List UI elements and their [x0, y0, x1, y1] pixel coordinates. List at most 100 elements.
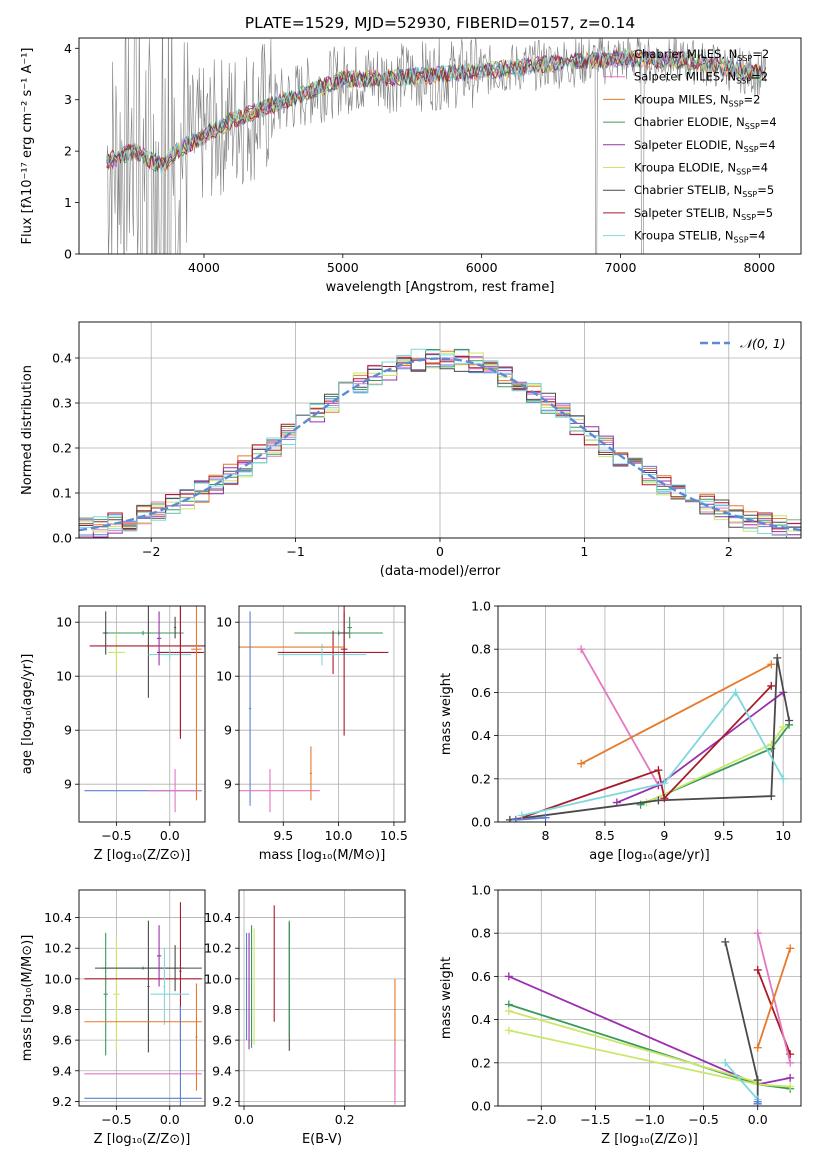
x-tick-label: −0.5: [101, 828, 131, 843]
weight-series-line: [509, 657, 790, 821]
y-tick-label: 0.6: [471, 969, 491, 984]
legend-eq: =4: [759, 138, 776, 152]
chart-residuals: −2 −1 0 1 2 0.0 0.1 0.2 0.3 0.4 (data-model)/error…: [20, 321, 802, 579]
legend-eq: =5: [756, 206, 773, 220]
chart-age_vs_mass: 9.5 10.0 10.5 9 9 10 10 mass [log₁₀(M/M⊙)]: [216, 605, 408, 863]
weight-series-line: [508, 1010, 758, 1084]
plot-area: [79, 890, 205, 1106]
legend-entry: Salpeter STELIB, NSSP=5: [634, 206, 773, 222]
weight-point-marker: [753, 1076, 762, 1085]
y-tick-label: 9.2: [212, 1094, 232, 1109]
y-tick-label: 10.4: [204, 910, 232, 925]
weight-point-marker: [511, 815, 520, 822]
legend-label: Chabrier ELODIE, N: [634, 115, 745, 129]
x-tick-label: 7000: [605, 260, 637, 275]
y-axis-label: Flux [fλ10⁻¹⁷ erg cm⁻² s⁻¹ A⁻¹]: [20, 48, 35, 245]
legend-sub: SSP: [744, 145, 759, 154]
legend-sub: SSP: [736, 168, 751, 177]
y-axis-label: mass weight: [439, 673, 454, 755]
legend-label: Salpeter MILES, N: [634, 70, 736, 84]
y-tick-label: 0.0: [471, 1099, 491, 1114]
weight-point-marker: [504, 972, 513, 981]
y-tick-label: 9.8: [52, 1002, 72, 1017]
y-tick-label: 9: [224, 777, 232, 792]
x-axis-label: Z [log₁₀(Z/Z⊙)]: [94, 1132, 191, 1147]
plot-area: [79, 322, 801, 538]
plot-area: [498, 606, 801, 822]
legend-eq: =4: [760, 115, 777, 129]
legend-entry: 𝒩(0, 1): [740, 336, 786, 351]
weight-point-marker: [504, 1026, 513, 1035]
x-tick-label: 10.0: [325, 828, 353, 843]
model-spectrum-line: [106, 48, 767, 173]
weight-point-marker: [541, 813, 550, 822]
legend-sub: SSP: [734, 236, 749, 245]
y-tick-label: 4: [64, 41, 72, 56]
plot-area: [239, 606, 405, 822]
y-tick-label: 0.8: [471, 642, 491, 657]
axes-frame: [78, 321, 802, 539]
legend-entry: Chabrier MILES, NSSP=2: [634, 47, 769, 63]
axes-frame: [78, 605, 206, 823]
weight-point-marker: [773, 653, 782, 662]
plot-area: [239, 890, 405, 1106]
weight-point-marker: [660, 779, 669, 788]
x-axis-label: Z [log₁₀(Z/Z⊙)]: [601, 1132, 698, 1147]
legend-label: Salpeter STELIB, N: [634, 206, 741, 220]
weight-series-line: [515, 816, 546, 821]
weight-point-marker: [753, 965, 762, 974]
chart-spectrum: 4000 5000 6000 7000 8000 0 1 2 3 4 wavelength [Ang…: [20, 37, 802, 295]
legend-sub: SSP: [736, 77, 751, 86]
y-tick-label: 0.2: [52, 441, 72, 456]
x-tick-label: −2.0: [526, 1112, 556, 1127]
legend-sub: SSP: [745, 122, 760, 131]
weight-point-marker: [779, 722, 788, 731]
x-tick-label: 9: [660, 828, 668, 843]
legend-entry: Salpeter ELODIE, NSSP=4: [634, 138, 776, 154]
axes-frame: [78, 37, 802, 255]
weight-point-marker: [785, 716, 794, 725]
legend-label: Chabrier MILES, N: [634, 47, 737, 61]
weight-series-line: [616, 691, 784, 804]
y-tick-label: 9: [64, 723, 72, 738]
x-tick-label: 9.5: [273, 828, 293, 843]
weight-point-marker: [767, 792, 776, 801]
y-tick-label: 9.4: [52, 1063, 72, 1078]
legend-sub: SSP: [729, 99, 744, 108]
plot-area: [498, 890, 801, 1106]
x-tick-label: 2: [725, 544, 733, 559]
x-tick-label: 0.0: [234, 1112, 254, 1127]
axes-frame: [497, 605, 802, 823]
plot-area: [79, 606, 205, 822]
observed-spectrum-line: [106, 38, 766, 254]
x-tick-label: 5000: [327, 260, 359, 275]
legend-label: Kroupa MILES, N: [634, 92, 729, 106]
weight-series-line: [521, 690, 784, 817]
x-tick-label: 10: [775, 828, 791, 843]
legend-eq: =2: [744, 92, 761, 106]
weight-point-marker: [779, 774, 788, 783]
x-tick-label: 0.0: [160, 1112, 180, 1127]
y-tick-label: 9: [224, 723, 232, 738]
weight-point-marker: [721, 937, 730, 946]
weight-point-marker: [786, 1058, 795, 1067]
y-tick-label: 0.4: [471, 1012, 491, 1027]
y-tick-label: 0.0: [52, 531, 72, 546]
weight-point-marker: [753, 1099, 762, 1106]
x-axis-label: (data-model)/error: [380, 564, 501, 579]
chart-mass_vs_z: −0.5 0.0 9.2 9.4 9.6 9.8 10.0 10.2 10.4 Z [log₁₀(…: [20, 889, 206, 1147]
weight-point-marker: [504, 1006, 513, 1015]
legend-sub: SSP: [742, 190, 757, 199]
y-tick-label: 1: [64, 195, 72, 210]
y-tick-label: 10: [56, 669, 72, 684]
y-axis-label: Normed distribution: [20, 365, 35, 495]
y-tick-label: 0.4: [52, 351, 72, 366]
weight-point-marker: [767, 681, 776, 690]
y-tick-label: 0.4: [471, 728, 491, 743]
legend-entry: Kroupa ELODIE, NSSP=4: [634, 161, 768, 177]
x-tick-label: 6000: [466, 260, 498, 275]
legend-label: Salpeter ELODIE, N: [634, 138, 744, 152]
axes-frame: [78, 889, 206, 1107]
y-tick-label: 1.0: [471, 883, 491, 898]
